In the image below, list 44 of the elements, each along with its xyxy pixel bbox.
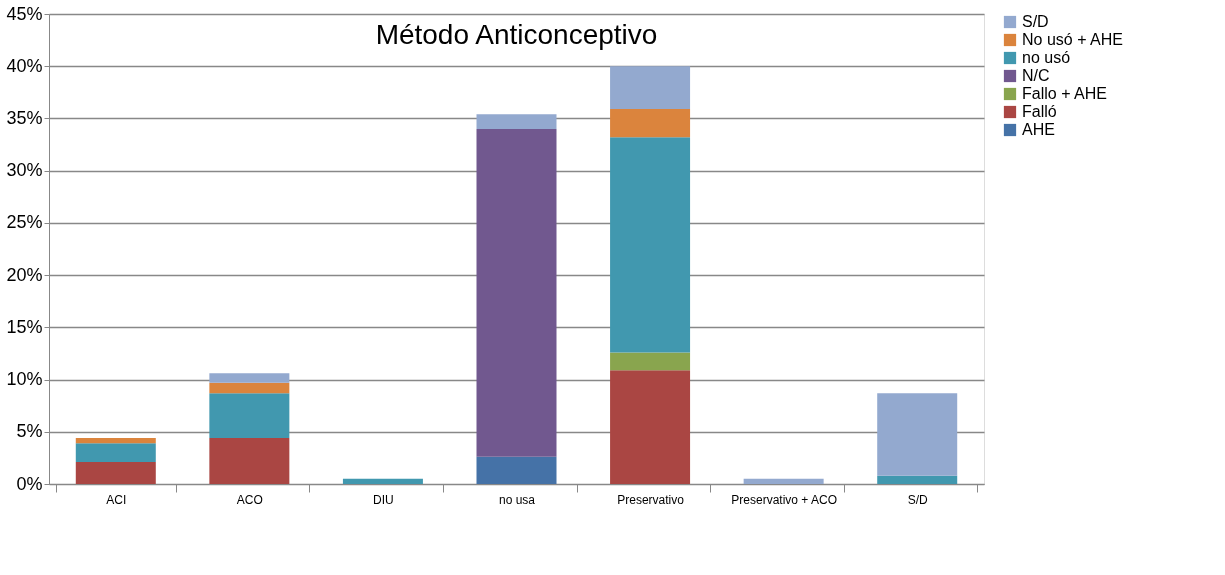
legend-label: N/C bbox=[1022, 67, 1050, 84]
bar bbox=[743, 478, 824, 484]
x-tick-label: no usa bbox=[498, 492, 536, 507]
bar bbox=[610, 109, 691, 138]
bar bbox=[209, 373, 290, 383]
y-tick-label: 30% bbox=[6, 160, 43, 181]
legend-label: No usó + AHE bbox=[1022, 31, 1123, 48]
legend-label: Fallo + AHE bbox=[1022, 85, 1107, 102]
y-tick-label: 45% bbox=[6, 3, 43, 24]
y-tick-label: 40% bbox=[6, 55, 43, 76]
x-tick-label: S/D bbox=[907, 492, 929, 507]
bar bbox=[209, 438, 290, 484]
y-tick-label: 5% bbox=[16, 421, 43, 442]
legend-label: S/D bbox=[1022, 13, 1049, 30]
x-tick-label: Preservativo bbox=[617, 492, 685, 507]
chart-title: Método Anticonceptivo bbox=[375, 19, 658, 50]
bar bbox=[476, 456, 557, 484]
bar bbox=[610, 352, 691, 371]
legend-label: AHE bbox=[1022, 121, 1055, 138]
x-tick-label: ACO bbox=[236, 492, 263, 507]
bar bbox=[75, 462, 156, 484]
bar bbox=[209, 393, 290, 439]
y-tick-label: 25% bbox=[6, 212, 43, 233]
legend-label: no usó bbox=[1022, 49, 1071, 66]
bar bbox=[877, 393, 958, 476]
bar bbox=[476, 128, 557, 457]
bar bbox=[610, 66, 691, 110]
legend-label: Falló bbox=[1022, 103, 1057, 120]
x-tick-label: ACI bbox=[106, 492, 127, 507]
y-tick-label: 20% bbox=[6, 264, 43, 285]
x-tick-label: DIU bbox=[373, 492, 394, 507]
bar bbox=[476, 114, 557, 129]
bar bbox=[877, 475, 958, 484]
x-tick-label: Preservativo + ACO bbox=[731, 492, 837, 507]
bar bbox=[342, 478, 423, 484]
y-tick-label: 35% bbox=[6, 107, 43, 128]
bar bbox=[209, 382, 290, 394]
bar bbox=[610, 370, 691, 484]
y-tick-label: 0% bbox=[16, 473, 43, 494]
bar bbox=[75, 438, 156, 444]
y-tick-label: 10% bbox=[6, 369, 43, 390]
y-tick-label: 15% bbox=[6, 316, 43, 337]
bar bbox=[610, 137, 691, 353]
bar bbox=[75, 443, 156, 463]
